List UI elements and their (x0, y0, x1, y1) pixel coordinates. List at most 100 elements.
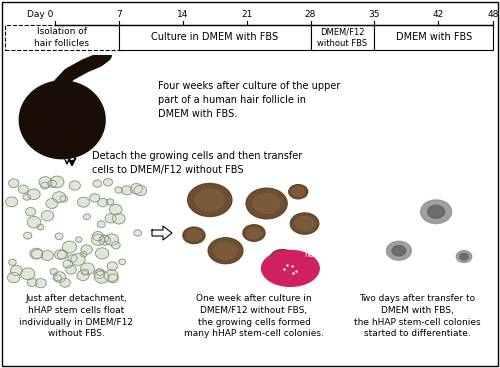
Circle shape (41, 182, 49, 189)
Circle shape (36, 279, 46, 288)
Circle shape (92, 231, 104, 241)
Circle shape (134, 185, 146, 196)
Circle shape (187, 230, 201, 241)
Circle shape (262, 251, 319, 286)
Bar (5, 25, 119, 50)
Circle shape (66, 265, 76, 274)
Circle shape (53, 272, 66, 282)
Text: Detach the growing cells and then transfer
cells to DMEM/F12 without FBS: Detach the growing cells and then transf… (92, 151, 302, 175)
Circle shape (69, 181, 80, 190)
Bar (374, 25, 493, 50)
Circle shape (71, 254, 85, 265)
Circle shape (208, 238, 243, 264)
Circle shape (28, 189, 40, 199)
Circle shape (105, 214, 116, 223)
Circle shape (76, 237, 82, 242)
Circle shape (39, 177, 52, 187)
Circle shape (98, 221, 106, 227)
Circle shape (98, 198, 108, 207)
Circle shape (188, 183, 232, 216)
Circle shape (99, 236, 110, 245)
Circle shape (96, 248, 109, 259)
Circle shape (122, 186, 132, 195)
Circle shape (119, 259, 126, 265)
Circle shape (93, 180, 102, 187)
Circle shape (42, 251, 54, 260)
Circle shape (58, 250, 68, 259)
Circle shape (392, 245, 406, 256)
Circle shape (55, 233, 63, 240)
Circle shape (196, 189, 224, 211)
Circle shape (112, 242, 120, 249)
Circle shape (460, 253, 468, 260)
Text: 7: 7 (116, 10, 122, 19)
Circle shape (18, 185, 28, 194)
Circle shape (214, 242, 237, 259)
Circle shape (27, 278, 37, 287)
Circle shape (80, 263, 94, 275)
Circle shape (68, 255, 77, 262)
Circle shape (130, 184, 142, 194)
Circle shape (456, 251, 472, 262)
Circle shape (62, 241, 76, 253)
Text: One week after culture in
DMEM/F12 without FBS,
the growing cells formed
many hH: One week after culture in DMEM/F12 witho… (184, 294, 324, 339)
Circle shape (134, 230, 141, 236)
Circle shape (23, 194, 30, 200)
Text: nestin: nestin (304, 250, 328, 258)
Circle shape (104, 178, 112, 186)
Circle shape (290, 213, 319, 234)
Text: DMEM/F12
without FBS: DMEM/F12 without FBS (318, 28, 368, 47)
Text: Day 0: Day 0 (26, 10, 53, 19)
Text: Four weeks after culture of the upper
part of a human hair follicle in
DMEM with: Four weeks after culture of the upper pa… (158, 81, 340, 119)
Circle shape (46, 198, 58, 208)
Circle shape (81, 245, 92, 254)
Circle shape (41, 210, 54, 221)
Circle shape (94, 271, 109, 283)
Circle shape (48, 180, 56, 187)
Circle shape (37, 224, 44, 230)
Circle shape (296, 217, 314, 230)
Circle shape (10, 266, 22, 276)
Circle shape (115, 187, 122, 193)
Polygon shape (152, 226, 172, 240)
Circle shape (247, 228, 261, 238)
Polygon shape (20, 81, 105, 159)
Circle shape (20, 268, 35, 280)
Text: Just after detachment,
hHAP stem cells float
individually in DMEM/F12
without FB: Just after detachment, hHAP stem cells f… (19, 294, 133, 339)
Text: Two days after transfer to
DMEM with FBS,
the hHAP stem-cell colonies
started to: Two days after transfer to DMEM with FBS… (354, 294, 481, 339)
Circle shape (54, 275, 62, 281)
Circle shape (82, 269, 88, 275)
Circle shape (274, 253, 290, 265)
Circle shape (30, 248, 43, 259)
Circle shape (92, 234, 105, 245)
Circle shape (8, 272, 20, 283)
Circle shape (50, 176, 64, 188)
Circle shape (100, 235, 108, 242)
Circle shape (289, 185, 308, 199)
Circle shape (32, 250, 42, 259)
Circle shape (292, 187, 304, 196)
Circle shape (6, 197, 18, 207)
Circle shape (26, 208, 36, 216)
Circle shape (270, 250, 295, 268)
Circle shape (52, 192, 66, 203)
Circle shape (77, 270, 89, 280)
Text: 42: 42 (432, 10, 444, 19)
Circle shape (60, 279, 70, 287)
Circle shape (428, 205, 444, 218)
Text: 28: 28 (305, 10, 316, 19)
Circle shape (108, 262, 118, 270)
Circle shape (183, 227, 205, 244)
Circle shape (96, 269, 104, 275)
Circle shape (78, 197, 90, 207)
Circle shape (8, 179, 19, 188)
Circle shape (243, 225, 265, 241)
Circle shape (108, 274, 118, 283)
Circle shape (84, 214, 90, 220)
Circle shape (110, 204, 122, 215)
Circle shape (63, 260, 72, 268)
Circle shape (94, 270, 104, 279)
Text: DMEM with FBS: DMEM with FBS (396, 32, 472, 42)
Circle shape (27, 216, 41, 228)
Circle shape (105, 234, 118, 245)
